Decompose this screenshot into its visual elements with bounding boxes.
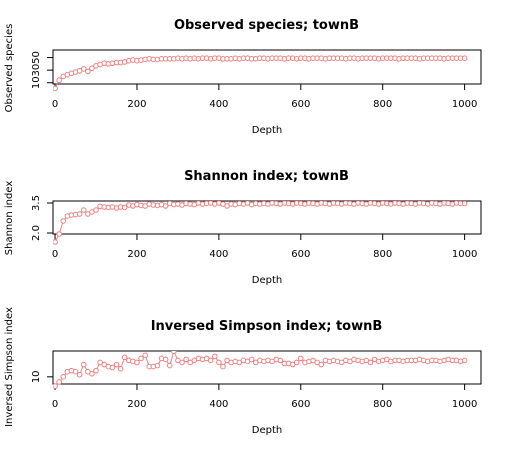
data-point bbox=[221, 364, 226, 369]
data-point bbox=[217, 360, 222, 365]
data-point bbox=[135, 360, 140, 365]
y-tick-label: 30 bbox=[31, 64, 42, 77]
x-tick-label: 400 bbox=[209, 249, 228, 260]
shannon-index-panel: Shannon index; townB Depth Shannon index… bbox=[4, 169, 481, 286]
data-point bbox=[208, 358, 213, 363]
x-axis: 0 200 400 600 800 1000 bbox=[52, 234, 477, 260]
data-point bbox=[212, 354, 217, 359]
x-axis-label: Depth bbox=[252, 275, 282, 286]
data-point bbox=[57, 78, 62, 83]
data-point bbox=[368, 360, 373, 365]
y-axis: 2.0 3.5 bbox=[31, 195, 53, 241]
data-point bbox=[86, 69, 91, 74]
y-tick-label: 3.5 bbox=[31, 195, 42, 211]
data-point bbox=[81, 208, 86, 213]
x-tick-label: 800 bbox=[373, 99, 392, 110]
x-tick-label: 1000 bbox=[452, 99, 477, 110]
plot-area bbox=[53, 56, 467, 91]
y-tick-label: 10 bbox=[31, 370, 42, 383]
x-tick-label: 0 bbox=[52, 99, 58, 110]
data-point bbox=[163, 357, 168, 362]
x-axis-label: Depth bbox=[252, 125, 282, 136]
y-axis-label: Inversed Simpson index bbox=[4, 307, 15, 427]
y-axis-label: Observed species bbox=[4, 24, 15, 113]
data-point bbox=[167, 363, 172, 368]
data-point bbox=[172, 349, 177, 354]
data-point bbox=[61, 219, 66, 224]
data-point bbox=[94, 368, 99, 373]
x-tick-label: 600 bbox=[291, 99, 310, 110]
x-tick-label: 400 bbox=[209, 399, 228, 410]
data-point bbox=[180, 360, 185, 365]
data-point bbox=[110, 365, 115, 370]
data-point bbox=[77, 372, 82, 377]
x-tick-label: 1000 bbox=[452, 399, 477, 410]
data-point bbox=[53, 240, 58, 245]
data-point bbox=[462, 358, 467, 363]
x-tick-label: 200 bbox=[127, 99, 146, 110]
data-point bbox=[184, 357, 189, 362]
x-axis-label: Depth bbox=[252, 425, 282, 436]
data-point bbox=[143, 353, 148, 358]
plot-area bbox=[53, 349, 467, 388]
data-point bbox=[57, 380, 62, 385]
x-axis: 0 200 400 600 800 1000 bbox=[52, 384, 477, 410]
data-point bbox=[294, 360, 299, 365]
plot-frame bbox=[53, 351, 481, 384]
y-tick-label: 10 bbox=[31, 76, 42, 89]
data-point bbox=[53, 86, 58, 91]
x-tick-label: 1000 bbox=[452, 249, 477, 260]
data-point bbox=[298, 356, 303, 361]
data-point bbox=[462, 56, 467, 61]
panel-title: Shannon index; townB bbox=[184, 169, 349, 184]
x-axis: 0 200 400 600 800 1000 bbox=[52, 84, 477, 110]
plot-frame bbox=[53, 50, 481, 84]
data-point bbox=[462, 201, 467, 206]
x-tick-label: 200 bbox=[127, 399, 146, 410]
x-tick-label: 200 bbox=[127, 249, 146, 260]
data-point bbox=[94, 208, 99, 213]
x-tick-label: 600 bbox=[291, 249, 310, 260]
x-tick-label: 800 bbox=[373, 249, 392, 260]
plot-area bbox=[53, 201, 467, 245]
x-tick-label: 600 bbox=[291, 399, 310, 410]
data-point bbox=[90, 371, 95, 376]
data-point bbox=[319, 362, 324, 367]
data-point bbox=[114, 362, 119, 367]
data-point bbox=[73, 369, 78, 374]
data-point bbox=[155, 363, 160, 368]
data-point bbox=[122, 355, 127, 360]
x-tick-label: 400 bbox=[209, 99, 228, 110]
y-axis: 10 bbox=[31, 370, 53, 383]
panel-title: Inversed Simpson index; townB bbox=[151, 319, 383, 334]
observed-species-panel: Observed species; townB Depth Observed s… bbox=[4, 18, 481, 136]
data-point bbox=[61, 375, 66, 380]
data-point bbox=[249, 357, 254, 362]
panel-title: Observed species; townB bbox=[174, 18, 359, 33]
data-point bbox=[139, 356, 144, 361]
data-point bbox=[118, 366, 123, 371]
data-point bbox=[57, 232, 62, 237]
inversed-simpson-panel: Inversed Simpson index; townB Depth Inve… bbox=[4, 307, 481, 436]
x-tick-label: 0 bbox=[52, 399, 58, 410]
x-tick-label: 800 bbox=[373, 399, 392, 410]
y-axis-label: Shannon index bbox=[4, 181, 15, 256]
data-point bbox=[53, 384, 58, 389]
data-point bbox=[81, 362, 86, 367]
y-tick-label: 50 bbox=[31, 51, 42, 64]
data-point bbox=[278, 358, 283, 363]
y-tick-label: 2.0 bbox=[31, 225, 42, 241]
data-point bbox=[77, 212, 82, 217]
series-line bbox=[55, 351, 465, 386]
x-tick-label: 0 bbox=[52, 249, 58, 260]
